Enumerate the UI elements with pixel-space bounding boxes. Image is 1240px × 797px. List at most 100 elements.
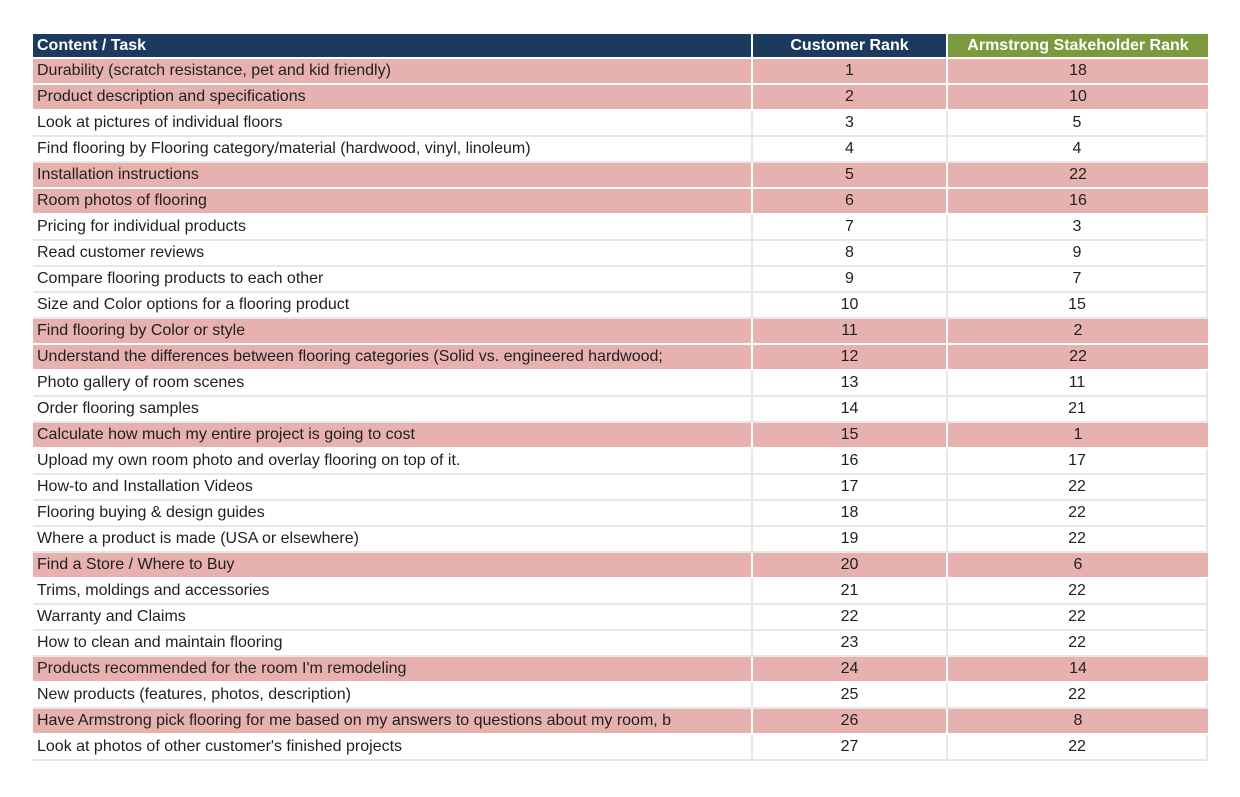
task-cell: Understand the differences between floor… — [33, 345, 753, 371]
task-cell: Find flooring by Color or style — [33, 319, 753, 345]
task-cell: Where a product is made (USA or elsewher… — [33, 527, 753, 553]
stakeholder-rank-cell: 2 — [948, 319, 1208, 345]
customer-rank-cell: 15 — [753, 423, 948, 449]
table-row: Flooring buying & design guides 18 22 — [33, 501, 1208, 527]
stakeholder-rank-cell: 7 — [948, 267, 1208, 293]
task-cell: Pricing for individual products — [33, 215, 753, 241]
task-cell: Look at pictures of individual floors — [33, 111, 753, 137]
table-body: Durability (scratch resistance, pet and … — [33, 59, 1208, 761]
col-header-armstrong-stakeholder-rank: Armstrong Stakeholder Rank — [948, 34, 1208, 59]
table-row: Pricing for individual products 7 3 — [33, 215, 1208, 241]
stakeholder-rank-cell: 22 — [948, 475, 1208, 501]
table-row: Look at pictures of individual floors 3 5 — [33, 111, 1208, 137]
customer-rank-cell: 18 — [753, 501, 948, 527]
stakeholder-rank-cell: 11 — [948, 371, 1208, 397]
table-row: Understand the differences between floor… — [33, 345, 1208, 371]
table-row: Find a Store / Where to Buy 20 6 — [33, 553, 1208, 579]
task-cell: Installation instructions — [33, 163, 753, 189]
stakeholder-rank-cell: 15 — [948, 293, 1208, 319]
ranking-table-container: Content / Task Customer Rank Armstrong S… — [33, 34, 1208, 761]
stakeholder-rank-cell: 9 — [948, 241, 1208, 267]
col-header-content-task: Content / Task — [33, 34, 753, 59]
stakeholder-rank-cell: 22 — [948, 579, 1208, 605]
task-cell: Upload my own room photo and overlay flo… — [33, 449, 753, 475]
task-cell: Size and Color options for a flooring pr… — [33, 293, 753, 319]
table-row: Installation instructions 5 22 — [33, 163, 1208, 189]
task-cell: Trims, moldings and accessories — [33, 579, 753, 605]
stakeholder-rank-cell: 5 — [948, 111, 1208, 137]
customer-rank-cell: 1 — [753, 59, 948, 85]
customer-rank-cell: 24 — [753, 657, 948, 683]
stakeholder-rank-cell: 14 — [948, 657, 1208, 683]
customer-rank-cell: 5 — [753, 163, 948, 189]
table-row: Product description and specifications 2 1… — [33, 85, 1208, 111]
customer-rank-cell: 26 — [753, 709, 948, 735]
stakeholder-rank-cell: 22 — [948, 631, 1208, 657]
table-row: Compare flooring products to each other 9… — [33, 267, 1208, 293]
task-cell: New products (features, photos, descript… — [33, 683, 753, 709]
customer-rank-cell: 25 — [753, 683, 948, 709]
customer-rank-cell: 8 — [753, 241, 948, 267]
table-row: Calculate how much my entire project is … — [33, 423, 1208, 449]
task-cell: Have Armstrong pick flooring for me base… — [33, 709, 753, 735]
task-cell: Warranty and Claims — [33, 605, 753, 631]
table-row: Durability (scratch resistance, pet and … — [33, 59, 1208, 85]
table-row: Have Armstrong pick flooring for me base… — [33, 709, 1208, 735]
table-row: How-to and Installation Videos 17 22 — [33, 475, 1208, 501]
task-cell: Product description and specifications — [33, 85, 753, 111]
stakeholder-rank-cell: 6 — [948, 553, 1208, 579]
table-row: How to clean and maintain flooring 23 22 — [33, 631, 1208, 657]
stakeholder-rank-cell: 22 — [948, 501, 1208, 527]
customer-rank-cell: 23 — [753, 631, 948, 657]
table-row: Find flooring by Color or style 11 2 — [33, 319, 1208, 345]
table-row: Room photos of flooring 6 16 — [33, 189, 1208, 215]
customer-rank-cell: 13 — [753, 371, 948, 397]
customer-rank-cell: 16 — [753, 449, 948, 475]
customer-rank-cell: 7 — [753, 215, 948, 241]
task-cell: Order flooring samples — [33, 397, 753, 423]
table-row: New products (features, photos, descript… — [33, 683, 1208, 709]
table-row: Find flooring by Flooring category/mater… — [33, 137, 1208, 163]
task-cell: Calculate how much my entire project is … — [33, 423, 753, 449]
customer-rank-cell: 27 — [753, 735, 948, 761]
stakeholder-rank-cell: 4 — [948, 137, 1208, 163]
customer-rank-cell: 20 — [753, 553, 948, 579]
customer-rank-cell: 2 — [753, 85, 948, 111]
task-cell: Products recommended for the room I'm re… — [33, 657, 753, 683]
table-row: Look at photos of other customer's finis… — [33, 735, 1208, 761]
customer-rank-cell: 3 — [753, 111, 948, 137]
table-row: Trims, moldings and accessories 21 22 — [33, 579, 1208, 605]
task-cell: Room photos of flooring — [33, 189, 753, 215]
stakeholder-rank-cell: 18 — [948, 59, 1208, 85]
table-row: Read customer reviews 8 9 — [33, 241, 1208, 267]
stakeholder-rank-cell: 16 — [948, 189, 1208, 215]
customer-rank-cell: 14 — [753, 397, 948, 423]
customer-rank-cell: 10 — [753, 293, 948, 319]
col-header-customer-rank: Customer Rank — [753, 34, 948, 59]
table-row: Size and Color options for a flooring pr… — [33, 293, 1208, 319]
task-cell: Compare flooring products to each other — [33, 267, 753, 293]
customer-rank-cell: 9 — [753, 267, 948, 293]
stakeholder-rank-cell: 10 — [948, 85, 1208, 111]
customer-rank-cell: 6 — [753, 189, 948, 215]
stakeholder-rank-cell: 22 — [948, 605, 1208, 631]
task-cell: Find a Store / Where to Buy — [33, 553, 753, 579]
task-cell: Flooring buying & design guides — [33, 501, 753, 527]
customer-rank-cell: 11 — [753, 319, 948, 345]
table-row: Photo gallery of room scenes 13 11 — [33, 371, 1208, 397]
stakeholder-rank-cell: 22 — [948, 527, 1208, 553]
task-cell: Read customer reviews — [33, 241, 753, 267]
customer-rank-cell: 12 — [753, 345, 948, 371]
table-row: Where a product is made (USA or elsewher… — [33, 527, 1208, 553]
task-cell: Look at photos of other customer's finis… — [33, 735, 753, 761]
customer-rank-cell: 19 — [753, 527, 948, 553]
header-row: Content / Task Customer Rank Armstrong S… — [33, 34, 1208, 59]
stakeholder-rank-cell: 3 — [948, 215, 1208, 241]
task-cell: Find flooring by Flooring category/mater… — [33, 137, 753, 163]
table-row: Order flooring samples 14 21 — [33, 397, 1208, 423]
stakeholder-rank-cell: 22 — [948, 735, 1208, 761]
customer-rank-cell: 21 — [753, 579, 948, 605]
ranking-table: Content / Task Customer Rank Armstrong S… — [33, 34, 1208, 761]
table-row: Warranty and Claims 22 22 — [33, 605, 1208, 631]
